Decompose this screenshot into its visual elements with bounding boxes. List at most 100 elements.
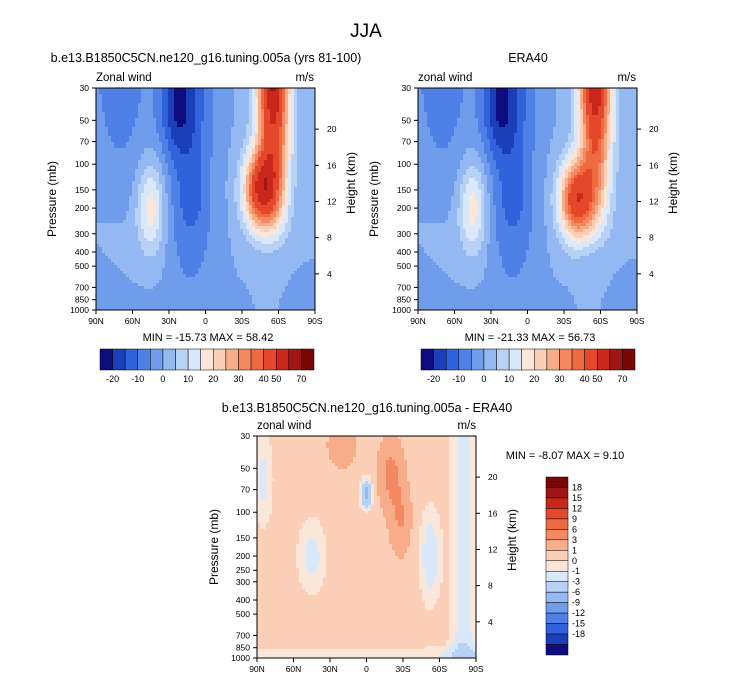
contour-cell	[144, 160, 148, 164]
contour-cell	[258, 154, 262, 158]
contour-cell	[189, 274, 193, 278]
contour-cell	[225, 100, 229, 104]
contour-cell	[162, 184, 166, 188]
contour-cell	[210, 277, 214, 281]
contour-cell	[198, 187, 202, 191]
contour-cell	[291, 274, 295, 278]
contour-cell	[150, 94, 154, 98]
contour-cell	[297, 133, 301, 137]
contour-cell	[171, 142, 175, 146]
contour-cell	[177, 268, 181, 272]
contour-cell	[201, 157, 205, 161]
contour-cell	[249, 139, 253, 143]
contour-cell	[168, 289, 172, 293]
contour-cell	[204, 235, 208, 239]
contour-cell	[258, 193, 262, 197]
contour-cell	[132, 259, 136, 263]
contour-cell	[213, 211, 217, 215]
contour-cell	[291, 271, 295, 275]
contour-cell	[174, 208, 178, 212]
contour-cell	[222, 259, 226, 263]
contour-cell	[270, 217, 274, 221]
contour-cell	[123, 247, 127, 251]
contour-cell	[189, 136, 193, 140]
contour-cell	[186, 244, 190, 248]
contour-cell	[195, 109, 199, 113]
contour-cell	[99, 130, 103, 134]
contour-cell	[219, 160, 223, 164]
contour-cell	[192, 172, 196, 176]
contour-cell	[270, 151, 274, 155]
contour-cell	[225, 244, 229, 248]
contour-cell	[99, 190, 103, 194]
contour-cell	[114, 166, 118, 170]
contour-cell	[186, 121, 190, 125]
contour-cell	[108, 190, 112, 194]
contour-cell	[285, 160, 289, 164]
contour-cell	[204, 103, 208, 107]
contour-cell	[285, 115, 289, 119]
contour-cell	[258, 130, 262, 134]
contour-cell	[123, 148, 127, 152]
contour-cell	[120, 241, 124, 245]
contour-cell	[201, 190, 205, 194]
contour-cell	[162, 154, 166, 158]
contour-cell	[306, 172, 310, 176]
contour-cell	[225, 217, 229, 221]
contour-cell	[237, 262, 241, 266]
contour-cell	[120, 133, 124, 137]
contour-cell	[210, 196, 214, 200]
contour-cell	[201, 208, 205, 212]
contour-cell	[195, 100, 199, 104]
contour-cell	[153, 91, 157, 95]
contour-cell	[99, 274, 103, 278]
contour-cell	[222, 271, 226, 275]
contour-cell	[288, 106, 292, 110]
contour-cell	[129, 190, 133, 194]
contour-cell	[105, 88, 109, 92]
contour-cell	[162, 292, 166, 296]
contour-cell	[261, 133, 265, 137]
contour-cell	[159, 106, 163, 110]
contour-cell	[246, 178, 250, 182]
contour-cell	[294, 250, 298, 254]
contour-cell	[147, 208, 151, 212]
contour-cell	[201, 247, 205, 251]
contour-cell	[291, 163, 295, 167]
contour-cell	[114, 256, 118, 260]
contour-cell	[126, 262, 130, 266]
contour-cell	[105, 130, 109, 134]
contour-cell	[153, 253, 157, 257]
contour-cell	[219, 118, 223, 122]
contour-cell	[249, 124, 253, 128]
contour-cell	[303, 268, 307, 272]
contour-cell	[252, 268, 256, 272]
contour-cell	[192, 166, 196, 170]
contour-cell	[285, 253, 289, 257]
contour-cell	[123, 241, 127, 245]
contour-cell	[120, 91, 124, 95]
contour-cell	[279, 196, 283, 200]
contour-cell	[291, 247, 295, 251]
contour-cell	[207, 184, 211, 188]
contour-cell	[246, 187, 250, 191]
contour-cell	[108, 238, 112, 242]
contour-cell	[180, 166, 184, 170]
contour-cell	[195, 229, 199, 233]
contour-cell	[282, 97, 286, 101]
contour-cell	[192, 226, 196, 230]
contour-cell	[282, 268, 286, 272]
contour-cell	[243, 121, 247, 125]
contour-cell	[144, 226, 148, 230]
contour-cell	[174, 136, 178, 140]
contour-cell	[249, 274, 253, 278]
contour-cell	[123, 139, 127, 143]
contour-cell	[156, 151, 160, 155]
contour-cell	[303, 100, 307, 104]
contour-cell	[141, 196, 145, 200]
contour-cell	[126, 271, 130, 275]
contour-cell	[213, 175, 217, 179]
contour-cell	[225, 184, 229, 188]
contour-cell	[201, 217, 205, 221]
contour-cell	[276, 262, 280, 266]
